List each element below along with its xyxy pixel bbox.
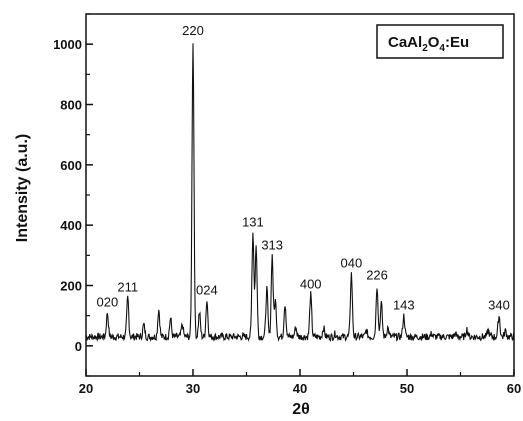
svg-text:CaAl2O4:Eu: CaAl2O4:Eu [388, 34, 469, 54]
x-tick-label: 60 [507, 381, 521, 396]
y-axis-title: Intensity (a.u.) [14, 134, 31, 242]
y-tick-label: 200 [60, 279, 82, 294]
y-tick-label: 1000 [53, 37, 82, 52]
peak-label-024: 024 [196, 283, 218, 298]
x-tick-label: 50 [400, 381, 414, 396]
legend-box: CaAl2O4:Eu [376, 24, 504, 59]
y-tick-label: 400 [60, 218, 82, 233]
peak-label-226: 226 [366, 268, 388, 283]
peak-label-220: 220 [182, 23, 204, 38]
x-axis-title: 2θ [292, 401, 310, 418]
plot-area-frame [85, 13, 515, 377]
legend-formula: CaAl [388, 34, 422, 51]
peak-label-020: 020 [97, 295, 119, 310]
x-tick-label: 30 [186, 381, 200, 396]
legend-suffix: :Eu [445, 34, 469, 51]
legend-sub2: 4 [439, 43, 445, 54]
x-tick-label: 20 [79, 381, 93, 396]
legend-sub1: 2 [422, 43, 428, 54]
y-tick-label: 600 [60, 158, 82, 173]
peak-label-313: 313 [261, 237, 283, 252]
peak-label-400: 400 [300, 277, 322, 292]
xrd-trace [85, 43, 515, 343]
peak-label-211: 211 [117, 280, 138, 295]
peak-label-340: 340 [488, 298, 510, 313]
y-tick-label: 800 [60, 98, 82, 113]
x-tick-label: 40 [293, 381, 307, 396]
y-tick-label: 0 [75, 339, 82, 354]
peak-label-143: 143 [393, 298, 415, 313]
peak-label-131: 131 [242, 215, 264, 230]
peak-label-040: 040 [341, 255, 363, 270]
legend-mid: O [428, 34, 440, 51]
